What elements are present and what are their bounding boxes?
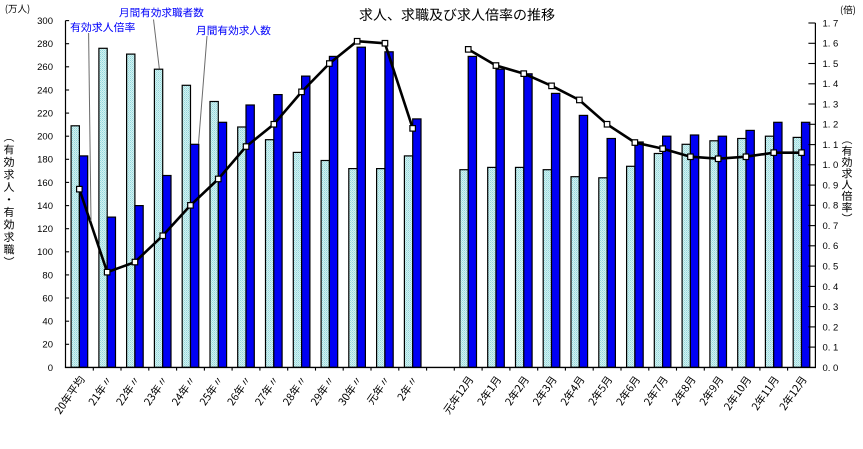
svg-text:1. 0: 1. 0 [823,160,839,171]
svg-text:280: 280 [37,39,53,50]
svg-text:80: 80 [42,270,53,281]
svg-text:100: 100 [37,247,53,258]
svg-text:1. 6: 1. 6 [823,39,839,50]
svg-text:140: 140 [37,201,53,212]
svg-text:0. 7: 0. 7 [823,221,839,232]
svg-text:0. 9: 0. 9 [823,181,839,192]
svg-text:120: 120 [37,224,53,235]
svg-text:1. 7: 1. 7 [823,18,839,29]
svg-text:1. 2: 1. 2 [823,120,839,131]
svg-text:1. 1: 1. 1 [823,140,839,151]
svg-text:0. 1: 0. 1 [823,343,839,354]
svg-text:1. 3: 1. 3 [823,99,839,110]
svg-text:0. 3: 0. 3 [823,302,839,313]
svg-text:260: 260 [37,62,53,73]
svg-text:220: 220 [37,109,53,120]
svg-text:200: 200 [37,132,53,143]
svg-text:240: 240 [37,85,53,96]
svg-text:180: 180 [37,155,53,166]
svg-text:20: 20 [42,340,53,351]
svg-text:1. 4: 1. 4 [823,79,839,90]
svg-text:0. 8: 0. 8 [823,201,839,212]
svg-text:0: 0 [48,363,53,374]
svg-text:160: 160 [37,178,53,189]
svg-text:300: 300 [37,16,53,27]
svg-text:0. 5: 0. 5 [823,262,839,273]
svg-text:1. 5: 1. 5 [823,59,839,70]
svg-text:40: 40 [42,317,53,328]
svg-text:0. 4: 0. 4 [823,282,839,293]
svg-text:0. 2: 0. 2 [823,322,839,333]
svg-text:60: 60 [42,293,53,304]
svg-text:0. 6: 0. 6 [823,241,839,252]
svg-text:0. 0: 0. 0 [823,363,839,374]
